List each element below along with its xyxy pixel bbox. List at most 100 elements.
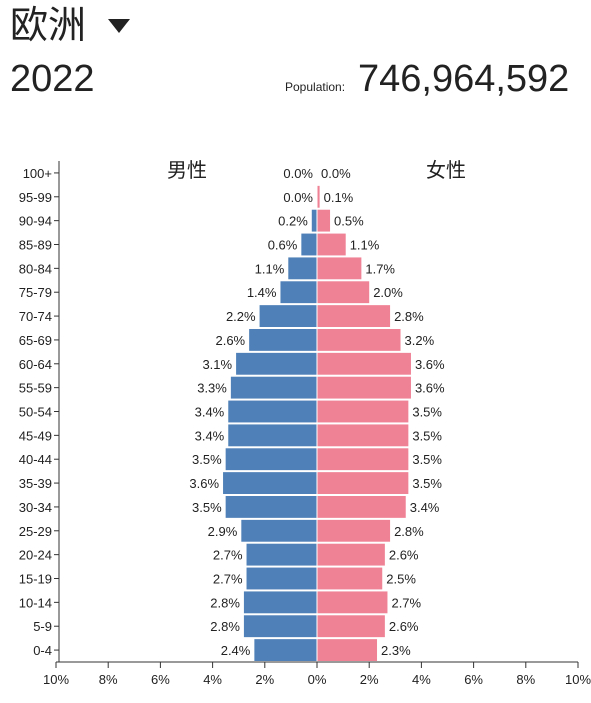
male-value-label: 2.8% <box>210 595 240 610</box>
female-value-label: 3.5% <box>412 428 442 443</box>
male-value-label: 0.0% <box>283 190 313 205</box>
male-value-label: 2.8% <box>210 619 240 634</box>
female-value-label: 2.8% <box>394 309 424 324</box>
female-bar <box>317 329 401 351</box>
male-bar <box>254 639 317 661</box>
male-value-label: 3.4% <box>195 428 225 443</box>
age-group-label: 30-34 <box>19 500 52 515</box>
female-value-label: 3.5% <box>412 405 442 420</box>
male-bar <box>288 257 317 280</box>
age-group-label: 90-94 <box>19 214 52 229</box>
female-value-label: 0.5% <box>334 214 364 229</box>
x-tick-label: 0% <box>308 672 327 687</box>
age-group-label: 65-69 <box>19 333 52 348</box>
female-bar <box>317 305 391 327</box>
male-bar <box>223 472 317 494</box>
male-value-label: 1.4% <box>247 285 277 300</box>
male-value-label: 2.7% <box>213 572 243 587</box>
female-bar <box>317 233 346 256</box>
male-bar <box>225 496 317 518</box>
female-value-label: 3.6% <box>415 381 445 396</box>
male-bar <box>243 615 317 638</box>
x-tick-label: 10% <box>565 672 591 687</box>
age-group-label: 75-79 <box>19 285 52 300</box>
male-value-label: 3.6% <box>189 476 219 491</box>
male-bar <box>249 329 317 351</box>
female-value-label: 3.2% <box>405 333 435 348</box>
age-group-label: 40-44 <box>19 452 52 467</box>
female-value-label: 0.1% <box>324 190 354 205</box>
male-bar <box>246 567 317 590</box>
female-bar <box>317 472 409 494</box>
female-bar <box>317 496 406 518</box>
male-bar <box>230 376 317 399</box>
x-tick-label: 10% <box>43 672 69 687</box>
male-bar <box>236 352 317 375</box>
female-value-label: 0.0% <box>321 166 351 181</box>
female-bar <box>317 185 320 208</box>
male-value-label: 3.4% <box>195 405 225 420</box>
male-value-label: 0.6% <box>268 238 298 253</box>
x-tick-label: 4% <box>412 672 431 687</box>
male-value-label: 2.6% <box>215 333 245 348</box>
x-tick-label: 8% <box>99 672 118 687</box>
chart-header: 欧洲 2022 Population: 746,964,592 <box>0 0 591 110</box>
female-value-label: 1.7% <box>365 261 395 276</box>
female-bar <box>317 519 391 542</box>
female-bar <box>317 376 411 399</box>
female-bar <box>317 424 409 447</box>
male-value-label: 3.1% <box>202 357 232 372</box>
x-tick-label: 6% <box>151 672 170 687</box>
x-tick-label: 2% <box>360 672 379 687</box>
age-group-label: 5-9 <box>33 619 52 634</box>
population-pyramid-chart: 男性 女性 100+ 0.0% 0.0% 95-99 0.0% 0.1% 90-94 0.2% 0.… <box>19 159 591 687</box>
female-bar <box>317 591 388 614</box>
female-bar <box>317 209 331 232</box>
male-bar <box>311 209 317 232</box>
age-group-label: 60-64 <box>19 357 52 372</box>
female-value-label: 3.5% <box>412 476 442 491</box>
male-bar <box>241 519 317 542</box>
female-value-label: 3.6% <box>415 357 445 372</box>
age-group-label: 45-49 <box>19 428 52 443</box>
female-value-label: 2.3% <box>381 643 411 658</box>
age-group-label: 35-39 <box>19 476 52 491</box>
region-title[interactable]: 欧洲 <box>10 3 87 47</box>
female-value-label: 2.6% <box>389 548 419 563</box>
age-group-label: 80-84 <box>19 261 52 276</box>
male-value-label: 2.9% <box>208 524 238 539</box>
year-label: 2022 <box>10 58 95 100</box>
male-value-label: 2.4% <box>221 643 251 658</box>
female-value-label: 1.1% <box>350 238 380 253</box>
female-bar <box>317 567 383 590</box>
female-bar <box>317 281 370 304</box>
male-value-label: 3.5% <box>192 500 222 515</box>
male-bar <box>280 281 317 304</box>
female-value-label: 2.7% <box>391 595 421 610</box>
male-bar <box>225 448 317 471</box>
age-group-label: 15-19 <box>19 572 52 587</box>
caret-down-icon[interactable] <box>108 19 130 33</box>
age-group-label: 70-74 <box>19 309 52 324</box>
female-value-label: 2.5% <box>386 572 416 587</box>
male-value-label: 3.5% <box>192 452 222 467</box>
male-bar <box>243 591 317 614</box>
male-bar <box>259 305 317 327</box>
male-bar <box>301 233 317 256</box>
female-bar <box>317 543 385 566</box>
female-value-label: 2.8% <box>394 524 424 539</box>
female-bar <box>317 615 385 638</box>
female-bar <box>317 639 378 661</box>
x-tick-label: 4% <box>203 672 222 687</box>
female-value-label: 3.5% <box>412 452 442 467</box>
age-group-label: 10-14 <box>19 595 52 610</box>
age-group-label: 50-54 <box>19 405 52 420</box>
population-label: Population: <box>285 80 346 94</box>
female-bar <box>317 400 409 423</box>
population-value: 746,964,592 <box>358 58 570 100</box>
legend-male: 男性 <box>167 159 207 182</box>
age-group-label: 55-59 <box>19 381 52 396</box>
female-value-label: 2.6% <box>389 619 419 634</box>
legend-female: 女性 <box>426 159 466 182</box>
age-group-label: 100+ <box>23 166 52 181</box>
